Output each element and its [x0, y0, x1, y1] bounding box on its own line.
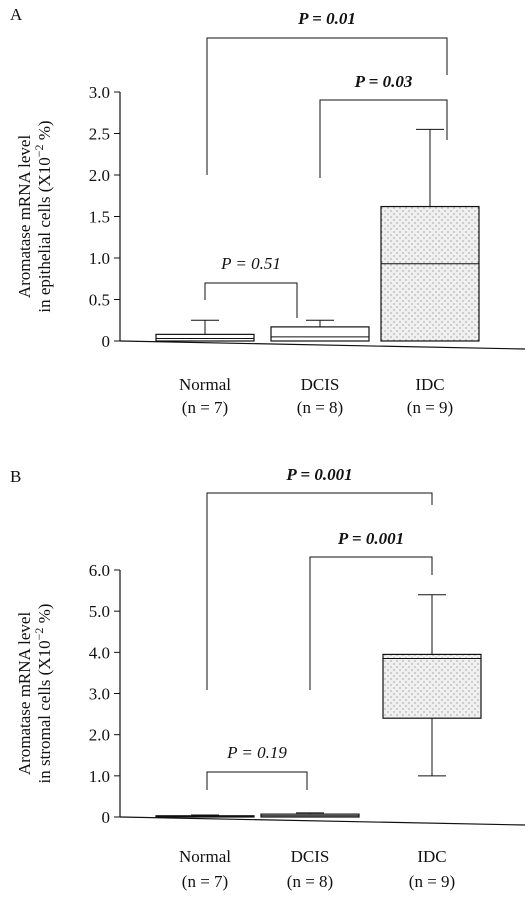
n-label: (n = 9): [409, 872, 455, 891]
p-value-label: P = 0.001: [285, 465, 352, 484]
y-tick-label: 5.0: [89, 602, 110, 621]
significance-bracket: [309, 556, 433, 690]
box: [155, 333, 255, 342]
y-axis-label-text: in stromal cells (X10: [35, 640, 54, 783]
x-tick-label: IDC: [417, 847, 446, 866]
box: [270, 326, 370, 342]
x-tick-label: Normal: [179, 375, 231, 394]
y-axis-label-exponent: −2: [32, 628, 46, 641]
y-tick-label: 0: [102, 808, 111, 827]
n-label: (n = 8): [287, 872, 333, 891]
n-label: (n = 7): [182, 872, 228, 891]
n-label: (n = 8): [297, 398, 343, 417]
significance-bracket: [206, 771, 308, 790]
y-tick-label: 3.0: [89, 685, 110, 704]
panel-label: B: [10, 467, 21, 486]
significance-bracket: [206, 492, 433, 690]
y-tick-label: 4.0: [89, 643, 110, 662]
p-value-label: P = 0.51: [220, 254, 281, 273]
significance-bracket: [204, 282, 298, 318]
box: [382, 653, 482, 719]
y-axis-label: Aromatase mRNA level: [15, 135, 34, 299]
significance-bracket: [206, 37, 448, 175]
y-tick-label: 1.0: [89, 249, 110, 268]
x-tick-label: DCIS: [301, 375, 340, 394]
y-axis-label-unit: %): [35, 604, 54, 628]
box: [380, 205, 480, 342]
y-tick-label: 2.0: [89, 166, 110, 185]
significance-bracket: [319, 99, 448, 178]
n-label: (n = 9): [407, 398, 453, 417]
y-tick-label: 1.0: [89, 767, 110, 786]
y-tick-label: 3.0: [89, 83, 110, 102]
p-value-label: P = 0.01: [297, 9, 356, 28]
x-axis: [119, 816, 526, 826]
n-label: (n = 7): [182, 398, 228, 417]
x-axis: [119, 340, 526, 350]
x-tick-label: Normal: [179, 847, 231, 866]
y-axis-label-exponent: −2: [32, 144, 46, 157]
y-tick-label: 2.0: [89, 726, 110, 745]
p-value-label: P = 0.001: [337, 529, 404, 548]
y-axis-label-text: in epithelial cells (X10: [35, 157, 54, 312]
y-tick-label: 1.5: [89, 208, 110, 227]
x-tick-label: DCIS: [291, 847, 330, 866]
y-tick-label: 0.5: [89, 291, 110, 310]
y-axis-label: Aromatase mRNA level: [15, 612, 34, 776]
y-tick-label: 0: [102, 332, 111, 351]
x-tick-label: IDC: [415, 375, 444, 394]
y-tick-label: 6.0: [89, 561, 110, 580]
p-value-label: P = 0.19: [226, 743, 287, 762]
y-axis-label-unit: %): [35, 120, 54, 144]
y-tick-label: 2.5: [89, 125, 110, 144]
p-value-label: P = 0.03: [354, 72, 413, 91]
panel-label: A: [10, 5, 23, 24]
y-axis-label: in epithelial cells (X10−2 %): [32, 120, 54, 312]
y-axis-label: in stromal cells (X10−2 %): [32, 604, 54, 784]
